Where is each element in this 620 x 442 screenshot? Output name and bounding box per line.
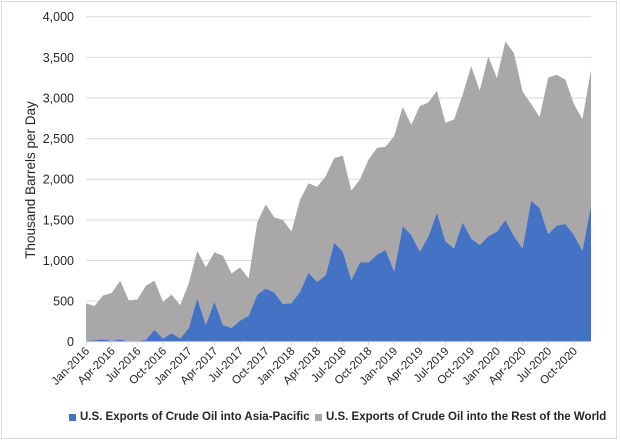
y-axis-tick-labels: 0 500 1,000 1,500 2,000 2,500 3,000 3,500 4,000	[43, 10, 74, 349]
y-tick-label: 1,500	[43, 213, 74, 227]
legend-item-asia-pacific: U.S. Exports of Crude Oil into Asia-Paci…	[69, 411, 310, 423]
area-series-1	[86, 41, 591, 342]
y-tick-label: 0	[67, 335, 74, 349]
y-axis-title: Thousand Barrels per Day	[23, 101, 38, 259]
y-tick-label: 2,500	[43, 132, 74, 146]
y-tick-label: 500	[53, 295, 74, 309]
legend-label-rest-of-world: U.S. Exports of Crude Oil into the Rest …	[326, 411, 607, 423]
y-tick-label: 1,000	[43, 254, 74, 268]
legend-swatch-asia-pacific	[69, 413, 76, 421]
area-series-0	[86, 200, 591, 342]
y-tick-label: 3,500	[43, 51, 74, 65]
legend-label-asia-pacific: U.S. Exports of Crude Oil into Asia-Paci…	[80, 411, 310, 423]
legend-swatch-rest-of-world	[315, 413, 322, 421]
x-axis: Jan-2016Apr-2016Jul-2016Oct-2016Jan-2017…	[50, 341, 591, 388]
legend-item-rest-of-world: U.S. Exports of Crude Oil into the Rest …	[315, 411, 606, 423]
y-tick-label: 4,000	[43, 10, 74, 24]
series-areas	[86, 41, 591, 342]
y-tick-label: 2,000	[43, 173, 74, 187]
y-tick-label: 3,000	[43, 91, 74, 105]
